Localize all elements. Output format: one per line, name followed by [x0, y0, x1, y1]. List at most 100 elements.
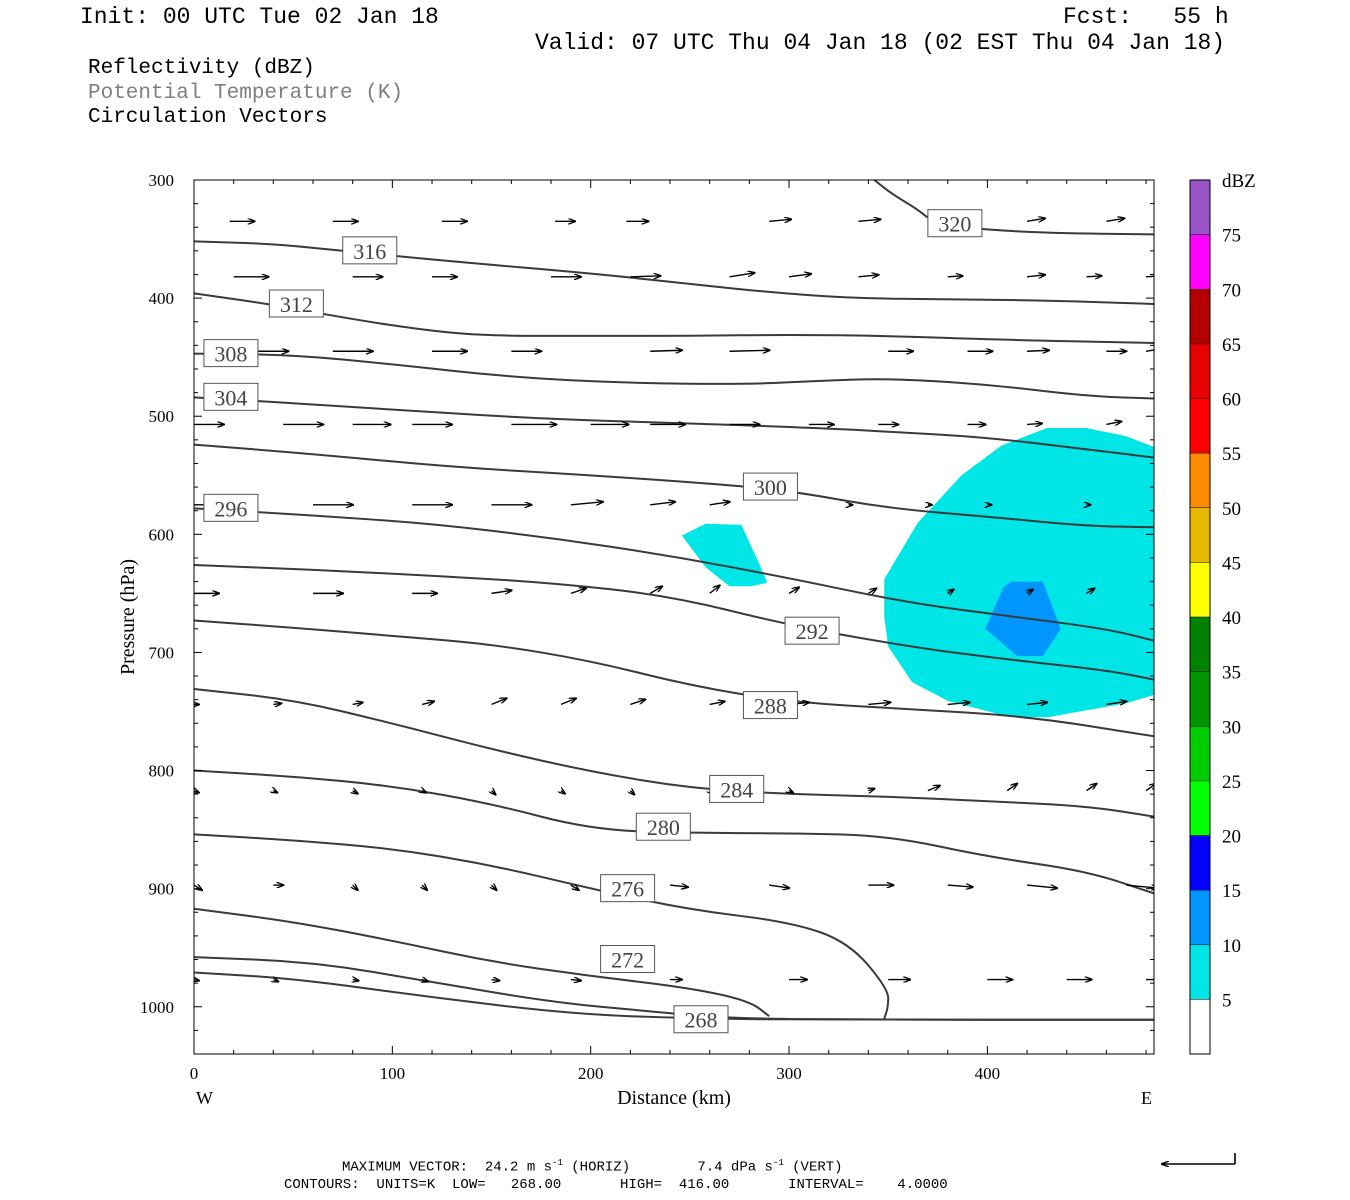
x-tick-label: 100 [380, 1064, 406, 1083]
circulation-vector [1026, 218, 1045, 221]
colorbar-segment [1190, 289, 1210, 344]
colorbar-level-label: 25 [1222, 772, 1241, 793]
isentrope-label-text: 320 [938, 212, 971, 237]
colorbar-level-label: 70 [1222, 280, 1241, 301]
circulation-vector [709, 585, 720, 594]
circulation-vector [353, 791, 358, 794]
contour-info: CONTOURS: UNITS=K LOW= 268.00 HIGH= 416.… [284, 1177, 948, 1193]
circulation-vector [491, 590, 512, 593]
colorbar-level-label: 15 [1222, 881, 1241, 902]
circulation-vector [422, 791, 426, 793]
colorbar-level-label: 45 [1222, 553, 1241, 574]
colorbar-level-label: 20 [1222, 827, 1241, 848]
colorbar-segment [1190, 944, 1210, 1000]
isentrope-label-312: 312 [268, 289, 324, 318]
valid-time: Valid: 07 UTC Thu 04 Jan 18 (02 EST Thu … [535, 30, 1226, 56]
circulation-vector [669, 885, 688, 887]
isentrope-296 [194, 507, 1154, 642]
circulation-vector [1106, 218, 1124, 221]
y-tick-label: 500 [149, 407, 175, 426]
circulation-vector [570, 588, 586, 595]
colorbar-segment [1190, 617, 1210, 672]
circulation-vector [1027, 423, 1042, 424]
max-vector-vert: 7.4 dPa s [697, 1159, 773, 1176]
circulation-vector [353, 885, 358, 890]
max-vector-horiz: 24.2 m s [484, 1159, 553, 1176]
colorbar-level-label: 5 [1222, 990, 1232, 1011]
colorbar-segment [1190, 780, 1210, 836]
y-tick-label: 800 [149, 762, 175, 781]
x-tick-label: 0 [190, 1064, 199, 1083]
isentrope-272 [194, 907, 770, 1018]
circulation-vector [421, 701, 434, 704]
y-tick-label: 900 [149, 880, 175, 899]
colorbar-segment [1190, 890, 1210, 945]
circulation-vector [492, 791, 496, 795]
circulation-vector [868, 702, 890, 704]
forecast-hour: Fcst: 55 h [1063, 4, 1229, 30]
isentrope-label-284: 284 [709, 774, 765, 803]
circulation-vector [709, 701, 725, 704]
isentrope-label-288: 288 [742, 691, 798, 720]
circulation-vector [649, 586, 662, 594]
circulation-vector [650, 502, 675, 505]
plot-frame [193, 179, 1155, 1055]
isentrope-label-308: 308 [203, 339, 259, 368]
colorbar-segment [1190, 562, 1210, 617]
isentrope-284 [194, 688, 1154, 818]
circulation-vector [630, 699, 645, 706]
isentrope-label-text: 276 [611, 877, 644, 902]
y-tick-label: 400 [149, 289, 175, 308]
vert-exponent: -1 [772, 1158, 784, 1168]
circulation-vector [353, 980, 359, 981]
field-theta: Potential Temperature (K) [88, 82, 404, 105]
circulation-vector [1106, 421, 1121, 424]
circulation-vector [630, 276, 660, 277]
x-axis-label: Distance (km) [617, 1087, 731, 1109]
x-tick-label: 400 [975, 1064, 1001, 1083]
circulation-vector [422, 980, 428, 982]
colorbar-segment [1190, 180, 1210, 235]
colorbar-level-label: 60 [1222, 390, 1241, 411]
x-tick-label: 300 [776, 1064, 802, 1083]
circulation-vector [709, 502, 730, 505]
circulation-vector [1106, 701, 1126, 704]
circulation-vector [491, 980, 500, 981]
isentrope-label-text: 292 [796, 619, 829, 644]
isentrope-label-text: 308 [214, 342, 247, 367]
circulation-vector [1086, 276, 1102, 277]
circulation-vector [570, 980, 581, 981]
y-tick-label: 700 [149, 643, 175, 662]
colorbar-unit: dBZ [1222, 171, 1256, 192]
isentrope-label-text: 296 [214, 496, 247, 521]
max-vector-label: MAXIMUM VECTOR: [342, 1159, 469, 1176]
west-label: W [196, 1088, 213, 1108]
isentrope-label-280: 280 [635, 812, 691, 841]
colorbar-level-label: 10 [1222, 936, 1241, 957]
colorbar-segment [1190, 507, 1210, 563]
circulation-vector [1006, 784, 1017, 792]
circulation-vector [1027, 589, 1033, 593]
isentrope-288 [194, 619, 1154, 738]
field-reflectivity: Reflectivity (dBZ) [88, 57, 315, 80]
isentrope-264 [194, 971, 1154, 1021]
horiz-exponent: -1 [552, 1158, 563, 1168]
east-label: E [1141, 1088, 1152, 1108]
circulation-vector [858, 275, 878, 277]
circulation-vector [352, 702, 363, 704]
y-tick-label: 1000 [140, 998, 174, 1017]
colorbar-level-label: 75 [1222, 226, 1241, 247]
circulation-vector [422, 885, 427, 890]
circulation-vector [630, 791, 634, 795]
circulation-vector [868, 789, 874, 791]
circulation-vector [194, 980, 199, 981]
isentrope-label-304: 304 [203, 382, 259, 411]
isentrope-label-320: 320 [927, 209, 983, 238]
isentrope-label-text: 272 [611, 948, 644, 973]
isentrope-label-text: 288 [754, 694, 787, 719]
isentrope-label-276: 276 [600, 874, 656, 903]
circulation-vector [194, 791, 199, 793]
circulation-vector [927, 786, 940, 792]
max-vector-readout: MAXIMUM VECTOR: 24.2 m s-1 (HORIZ) 7.4 d… [342, 1158, 843, 1176]
